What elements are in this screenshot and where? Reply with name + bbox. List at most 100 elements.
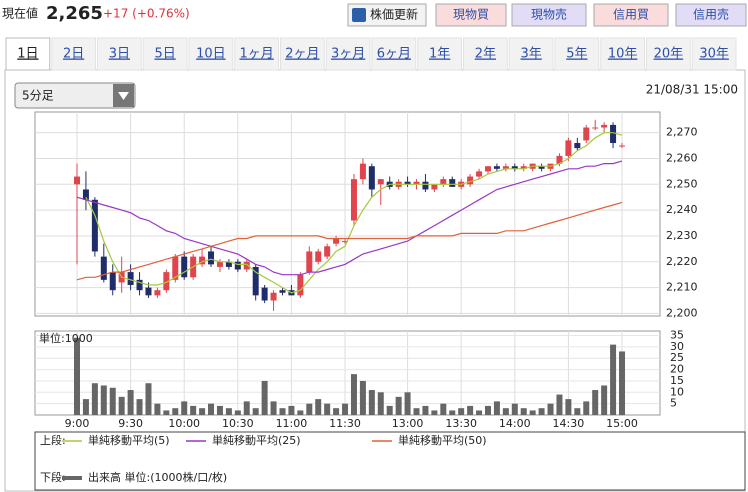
- candle-body: [261, 287, 268, 301]
- volume-bar: [493, 401, 500, 415]
- tab-label[interactable]: 5日: [154, 47, 175, 62]
- interval-select[interactable]: [14, 82, 136, 109]
- tab[interactable]: [508, 37, 554, 71]
- tab-label[interactable]: 10年: [608, 47, 638, 62]
- volume-bar: [520, 408, 527, 415]
- volume-bar: [270, 401, 277, 415]
- tab-label[interactable]: 3日: [109, 47, 130, 62]
- volume-unit: 単位:1000: [39, 331, 93, 345]
- candle-body: [324, 246, 331, 257]
- tab-label[interactable]: 6ヶ月: [377, 47, 411, 62]
- candle-body: [279, 290, 286, 293]
- candle-body: [208, 251, 215, 265]
- tab[interactable]: [188, 37, 234, 71]
- tab-label[interactable]: 1日: [17, 47, 38, 62]
- tab[interactable]: [646, 37, 691, 71]
- tab-label[interactable]: 1年: [429, 47, 450, 62]
- volume-bar: [216, 405, 223, 415]
- header-button[interactable]: [435, 3, 507, 27]
- volume-bar: [502, 408, 509, 415]
- tab[interactable]: [142, 37, 188, 71]
- header-button-label[interactable]: 現物売: [531, 7, 567, 22]
- candle-body: [520, 166, 527, 169]
- header-button[interactable]: [593, 3, 669, 27]
- volume-bar: [583, 401, 590, 415]
- header-button[interactable]: [511, 3, 587, 27]
- volume-bar: [565, 399, 572, 415]
- tab-label[interactable]: 2年: [475, 47, 496, 62]
- tab-label[interactable]: 1ヶ月: [239, 47, 273, 62]
- volume-bar: [172, 408, 179, 415]
- candle-body: [252, 266, 259, 296]
- header-button-label[interactable]: 信用売: [693, 7, 729, 22]
- moving-average-line: [76, 201, 623, 281]
- volume-bar: [359, 380, 366, 415]
- volume-bar: [610, 344, 617, 415]
- header-button-label[interactable]: 株価更新: [370, 7, 418, 22]
- tab-label[interactable]: 20年: [654, 47, 684, 62]
- tab-label[interactable]: 3年: [520, 47, 541, 62]
- tab-label[interactable]: 10日: [196, 47, 226, 62]
- volume-bar: [368, 390, 375, 415]
- volume-bar: [208, 403, 215, 415]
- volume-bar: [82, 399, 89, 415]
- legend-label: 単純移動平均(50): [398, 433, 487, 447]
- y-tick-label: 2,210: [666, 281, 698, 294]
- volume-bar: [511, 403, 518, 415]
- tab[interactable]: [600, 37, 645, 71]
- x-tick-label: 15:00: [606, 417, 638, 430]
- tab[interactable]: [554, 37, 600, 71]
- tab-label[interactable]: 5年: [566, 47, 587, 62]
- volume-bar: [476, 410, 483, 415]
- timestamp: 21/08/31 15:00: [646, 83, 738, 97]
- moving-average-line: [85, 132, 623, 294]
- y-tick-label: 2,250: [666, 177, 698, 190]
- tab-label[interactable]: 2日: [63, 47, 84, 62]
- candle-body: [610, 124, 617, 143]
- y-tick-label: 20: [670, 363, 684, 376]
- candle-body: [565, 140, 572, 156]
- tab[interactable]: [97, 37, 142, 71]
- candle-body: [297, 274, 304, 296]
- volume-bar: [484, 405, 491, 415]
- candle-body: [154, 290, 161, 296]
- legend-box: [34, 431, 746, 491]
- y-tick-label: 2,240: [666, 203, 698, 216]
- candle-body: [449, 179, 456, 187]
- tab-label[interactable]: 2ヶ月: [285, 47, 319, 62]
- tab[interactable]: [691, 37, 737, 71]
- candle-body: [82, 189, 89, 200]
- tab[interactable]: [463, 37, 508, 71]
- candle-body: [377, 179, 384, 185]
- tab[interactable]: [325, 37, 371, 71]
- volume-bar: [315, 399, 322, 415]
- volume-bar: [288, 405, 295, 415]
- tab[interactable]: [5, 37, 51, 71]
- tab-label[interactable]: 30年: [699, 47, 729, 62]
- volume-bar: [404, 392, 411, 415]
- candle-body: [91, 199, 98, 252]
- interval-select-text[interactable]: 5分足: [22, 89, 54, 103]
- tab[interactable]: [417, 37, 462, 71]
- header-button[interactable]: [675, 3, 747, 27]
- y-tick-label: 30: [670, 340, 684, 353]
- tab[interactable]: [371, 37, 417, 71]
- header-button[interactable]: [347, 3, 427, 27]
- volume-bar: [127, 390, 134, 415]
- tab[interactable]: [234, 37, 279, 71]
- tab-label[interactable]: 3ヶ月: [331, 47, 365, 62]
- candle-body: [350, 179, 357, 221]
- candle-body: [413, 181, 420, 185]
- candle-body: [342, 241, 349, 243]
- candle-body: [592, 127, 599, 129]
- tab[interactable]: [280, 37, 325, 71]
- header-button-label[interactable]: 信用買: [613, 8, 649, 22]
- x-tick-label: 9:00: [65, 417, 90, 430]
- candle-body: [243, 261, 250, 270]
- candle-body: [368, 166, 375, 190]
- header-button-label[interactable]: 現物買: [453, 8, 489, 22]
- y-tick-label: 5: [670, 397, 677, 410]
- tab[interactable]: [51, 37, 96, 71]
- candle-body: [225, 261, 232, 267]
